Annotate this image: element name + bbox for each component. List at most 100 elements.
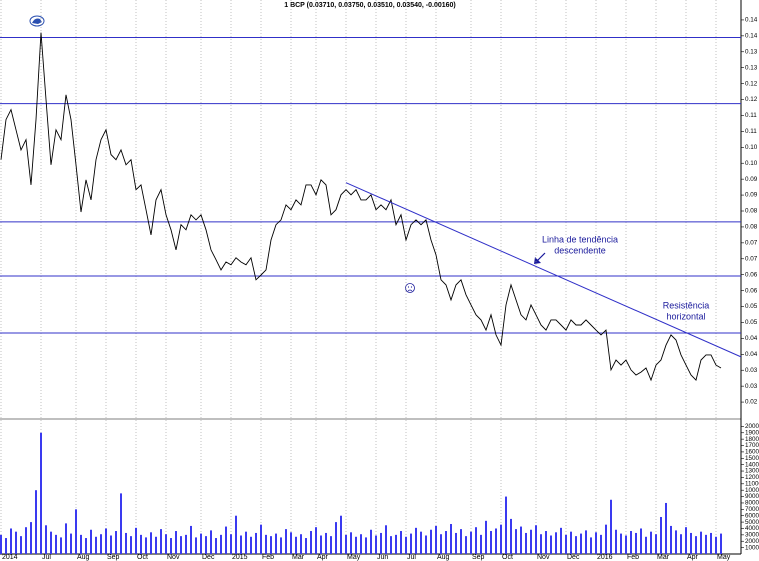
volume-bar bbox=[170, 538, 172, 554]
y-tick-label: 4000 bbox=[745, 525, 759, 532]
volume-bar bbox=[595, 532, 597, 554]
x-tick-label: Nov bbox=[167, 554, 180, 561]
x-tick-label: Jun bbox=[377, 554, 388, 561]
volume-bar bbox=[235, 515, 237, 554]
volume-bar bbox=[415, 527, 417, 554]
volume-bar bbox=[500, 524, 502, 554]
volume-bar bbox=[230, 534, 232, 554]
price-line bbox=[0, 32, 722, 382]
volume-bar bbox=[490, 531, 492, 554]
y-tick-label: 7000 bbox=[745, 506, 759, 513]
x-tick-label: Oct bbox=[137, 554, 148, 561]
volume-bar bbox=[200, 533, 202, 554]
volume-bar bbox=[690, 532, 692, 554]
volume-bar bbox=[140, 534, 142, 554]
volume-bar bbox=[275, 533, 277, 554]
volume-bar bbox=[615, 529, 617, 554]
volume-bar bbox=[260, 524, 262, 554]
x-tick-label: Mar bbox=[657, 554, 670, 561]
x-tick-label: Feb bbox=[627, 554, 639, 561]
volume-bar bbox=[280, 537, 282, 554]
volume-bar bbox=[355, 536, 357, 554]
volume-bar bbox=[300, 534, 302, 554]
volume-bar bbox=[85, 538, 87, 554]
volume-bar bbox=[610, 499, 612, 554]
volume-bar bbox=[395, 534, 397, 554]
x-tick-label: Mar bbox=[292, 554, 305, 561]
x-tick-label: Jul bbox=[42, 554, 51, 561]
volume-bar bbox=[665, 502, 667, 554]
y-tick-label: 0.10 bbox=[745, 144, 758, 151]
x-tick-label: 2014 bbox=[2, 554, 18, 561]
volume-bar bbox=[345, 534, 347, 554]
volume-bar bbox=[90, 529, 92, 554]
volume-bar bbox=[525, 532, 527, 554]
volume-bar bbox=[245, 531, 247, 554]
volume-bar bbox=[100, 534, 102, 554]
volume-bar bbox=[370, 529, 372, 554]
volume-bar bbox=[265, 534, 267, 554]
y-tick-label: 0.03 bbox=[745, 367, 758, 374]
y-tick-label: 0.07 bbox=[745, 240, 758, 247]
y-tick-label: 0.13 bbox=[745, 64, 758, 71]
volume-bar bbox=[680, 534, 682, 554]
volume-bar bbox=[75, 509, 77, 554]
y-tick-label: 5000 bbox=[745, 519, 759, 526]
volume-bar bbox=[710, 532, 712, 554]
y-tick-label: 2000 bbox=[745, 538, 759, 545]
volume-bar bbox=[70, 533, 72, 554]
volume-bar bbox=[425, 535, 427, 554]
volume-bar bbox=[25, 527, 27, 554]
x-tick-label: 2016 bbox=[597, 554, 613, 561]
volume-bar bbox=[65, 523, 67, 554]
volume-bar bbox=[160, 529, 162, 554]
volume-bar bbox=[620, 533, 622, 554]
smiley-icon bbox=[405, 283, 415, 293]
volume-bar bbox=[435, 525, 437, 554]
volume-bar bbox=[420, 531, 422, 554]
volume-bar bbox=[565, 534, 567, 554]
volume-bar bbox=[405, 536, 407, 554]
y-tick-label: 0.12 bbox=[745, 80, 758, 87]
x-tick-label: Aug bbox=[77, 554, 90, 561]
annotation: Linha de tendência bbox=[542, 234, 618, 244]
volume-bar bbox=[535, 525, 537, 554]
volume-bar bbox=[195, 537, 197, 554]
x-tick-label: Feb bbox=[262, 554, 274, 561]
volume-bar bbox=[575, 536, 577, 554]
volume-bar bbox=[440, 534, 442, 554]
trend-line bbox=[345, 182, 742, 358]
x-tick-label: Sep bbox=[472, 554, 485, 561]
volume-bar bbox=[640, 528, 642, 554]
volume-bar bbox=[545, 531, 547, 554]
volume-bar bbox=[460, 529, 462, 554]
volume-bar bbox=[475, 527, 477, 554]
y-tick-label: 3000 bbox=[745, 532, 759, 539]
volume-bar bbox=[310, 531, 312, 554]
volume-bar bbox=[555, 532, 557, 554]
volume-bar bbox=[550, 535, 552, 554]
y-tick-label: 0.04 bbox=[745, 335, 758, 342]
y-tick-label: 0.11 bbox=[745, 112, 757, 119]
volume-bar bbox=[320, 535, 322, 554]
volume-bar bbox=[190, 525, 192, 554]
logo-icon bbox=[29, 15, 45, 27]
y-tick-label: 15000 bbox=[745, 455, 759, 462]
volume-bar bbox=[495, 528, 497, 554]
volume-bar bbox=[240, 535, 242, 554]
y-tick-label: 12000 bbox=[745, 474, 759, 481]
volume-bar bbox=[330, 536, 332, 554]
volume-bar bbox=[180, 536, 182, 554]
x-tick-label: May bbox=[717, 554, 731, 561]
volume-bar bbox=[185, 534, 187, 554]
volume-bar bbox=[585, 530, 587, 554]
volume-bar bbox=[115, 531, 117, 554]
volume-bar bbox=[445, 531, 447, 554]
y-tick-label: 0.12 bbox=[745, 96, 758, 103]
y-tick-label: 0.06 bbox=[745, 271, 758, 278]
volume-bar bbox=[360, 534, 362, 554]
volume-bar bbox=[205, 536, 207, 554]
volume-bar bbox=[125, 532, 127, 554]
volume-bar bbox=[165, 534, 167, 554]
